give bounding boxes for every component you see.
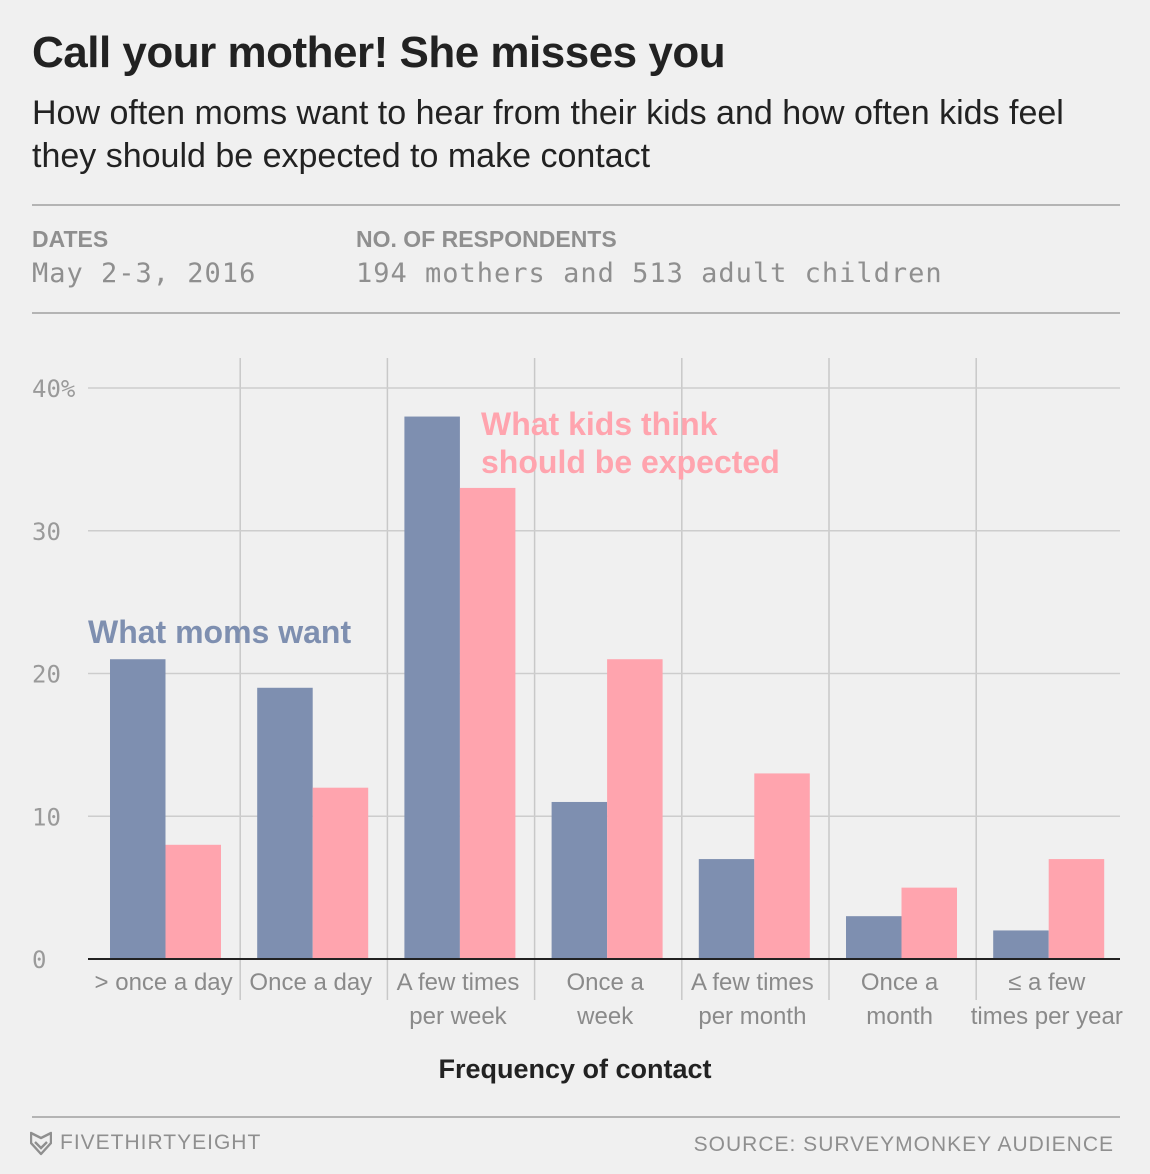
moms-bar	[404, 416, 460, 959]
kids-series-label: should be expected	[481, 444, 780, 480]
x-tick-label: A few times	[691, 969, 814, 996]
x-tick-label: per week	[409, 1003, 507, 1030]
x-tick-label: ≤ a few	[1008, 969, 1086, 996]
kids-bar	[312, 787, 369, 959]
x-tick-label: A few times	[397, 969, 520, 996]
moms-series-label: What moms want	[88, 614, 351, 650]
kids-bar	[165, 844, 221, 959]
y-tick-label: 0	[32, 946, 46, 974]
chart-subtitle: How often moms want to hear from their k…	[32, 94, 1064, 175]
moms-bar	[110, 659, 166, 959]
x-tick-labels: > once a day Once a day A few times per wee…	[95, 969, 1123, 1030]
x-tick-label: Once a day	[249, 969, 372, 996]
x-tick-label: week	[576, 1003, 634, 1030]
x-axis-title: Frequency of contact	[438, 1054, 712, 1084]
x-tick-label: Once a	[567, 969, 645, 996]
footer-brand: FIVETHIRTYEIGHT	[30, 1130, 261, 1156]
moms-bar	[257, 687, 313, 959]
bar-chart: 0 10 20 30 40% > once a day Once a day A few t…	[32, 358, 1123, 1030]
x-tick-label: per month	[698, 1003, 806, 1030]
dates-value: May 2-3, 2016	[32, 258, 257, 289]
dates-label: DATES	[32, 226, 109, 252]
x-tick-label: Once a	[861, 969, 939, 996]
bars	[110, 416, 1105, 959]
moms-bar	[846, 916, 902, 959]
kids-bar	[901, 887, 957, 959]
kids-bar	[754, 773, 810, 959]
meta-divider	[32, 312, 1120, 314]
moms-bar	[993, 930, 1049, 959]
y-tick-label: 20	[32, 661, 61, 689]
respondents-label: NO. OF RESPONDENTS	[356, 226, 617, 252]
y-tick-label: 30	[32, 518, 61, 546]
moms-bar	[698, 859, 755, 959]
x-tick-label: times per year	[971, 1003, 1123, 1030]
respondents-value: 194 mothers and 513 adult children	[356, 258, 943, 289]
x-tick-label: > once a day	[95, 969, 233, 996]
footer-divider	[32, 1116, 1120, 1118]
y-tick-labels: 0 10 20 30 40%	[32, 375, 76, 974]
moms-bar	[551, 801, 608, 959]
kids-bar	[459, 487, 516, 959]
vertical-gridlines	[239, 358, 977, 1000]
kids-bar	[607, 659, 663, 959]
brand-name: FIVETHIRTYEIGHT	[60, 1131, 262, 1154]
y-tick-label: 40%	[32, 375, 76, 403]
y-tick-label: 10	[32, 803, 61, 831]
source-note: SOURCE: SURVEYMONKEY AUDIENCE	[693, 1133, 1114, 1156]
top-divider	[32, 204, 1120, 206]
kids-bar	[1048, 859, 1105, 959]
x-tick-label: month	[866, 1003, 933, 1030]
chart-title: Call your mother! She misses you	[32, 28, 726, 77]
fivethirtyeight-fox-icon	[30, 1131, 52, 1156]
kids-series-label: What kids think	[481, 406, 718, 442]
